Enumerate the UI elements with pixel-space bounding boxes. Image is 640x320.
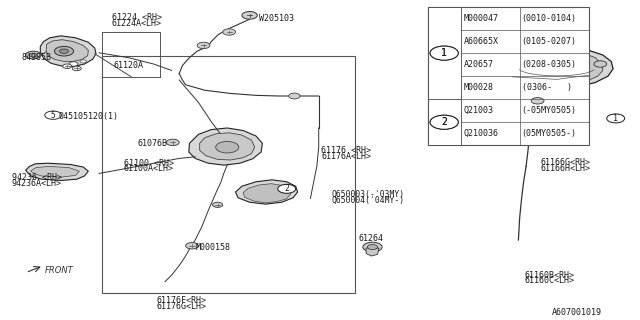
Text: 1: 1 [613,114,618,123]
Text: 61076B: 61076B [138,139,168,148]
Polygon shape [189,128,262,165]
Bar [428,7,589,145]
Circle shape [72,66,81,71]
Text: (0105-0207): (0105-0207) [522,37,577,46]
Circle shape [212,202,223,207]
Text: 61176G<LH>: 61176G<LH> [157,302,207,311]
Circle shape [54,46,74,56]
Text: 61100A<LH>: 61100A<LH> [124,164,173,173]
Bar [102,56,355,293]
Circle shape [186,243,198,249]
Circle shape [430,115,458,129]
Text: 5: 5 [51,111,56,120]
Circle shape [430,46,458,60]
Circle shape [60,49,68,53]
Text: Q21003: Q21003 [463,106,493,115]
Text: 84985B: 84985B [22,53,52,62]
Polygon shape [46,40,88,61]
Text: 2: 2 [441,117,447,127]
Text: Q650003(-'03MY): Q650003(-'03MY) [332,190,404,199]
Text: 2: 2 [441,117,447,127]
Polygon shape [366,248,379,256]
Text: (0306-   ): (0306- ) [522,83,572,92]
Text: 61166H<LH>: 61166H<LH> [541,164,591,173]
Circle shape [216,141,239,153]
Circle shape [367,244,378,250]
Text: (0208-0305): (0208-0305) [522,60,577,69]
Circle shape [45,111,61,119]
Text: Q650004('04MY-): Q650004('04MY-) [332,196,404,205]
Text: 61160B<RH>: 61160B<RH> [525,271,575,280]
Circle shape [26,51,41,59]
Text: FRONT: FRONT [45,266,74,275]
Text: M000047: M000047 [463,14,499,23]
Text: 61224A<LH>: 61224A<LH> [112,19,162,28]
Circle shape [69,62,78,66]
Text: Q210036: Q210036 [463,129,499,138]
Circle shape [430,115,458,129]
Circle shape [29,53,37,57]
Text: (0010-0104): (0010-0104) [522,14,577,23]
Circle shape [223,29,236,35]
Text: (05MY0505-): (05MY0505-) [522,129,577,138]
Polygon shape [26,163,88,180]
Text: 61166G<RH>: 61166G<RH> [541,158,591,167]
Circle shape [166,139,179,146]
Text: A20657: A20657 [463,60,493,69]
Text: 94236A<LH>: 94236A<LH> [12,180,61,188]
Text: A607001019: A607001019 [552,308,602,317]
Circle shape [607,114,625,123]
Text: 61160C<LH>: 61160C<LH> [525,276,575,285]
Circle shape [197,42,210,49]
Text: 61224 <RH>: 61224 <RH> [112,13,162,22]
Bar [428,100,461,145]
Text: 61120A: 61120A [114,61,144,70]
Polygon shape [200,133,255,160]
Text: 1: 1 [441,48,447,58]
Circle shape [80,60,86,63]
Text: A60665X: A60665X [463,37,499,46]
Text: 61264: 61264 [358,234,383,243]
Text: 1: 1 [441,48,447,58]
Text: 61100 <RH>: 61100 <RH> [124,159,173,168]
Text: M00028: M00028 [463,83,493,92]
Text: 045105120(1): 045105120(1) [59,112,119,121]
Polygon shape [479,45,613,90]
Circle shape [430,46,458,60]
Circle shape [278,184,296,193]
Text: W205103: W205103 [259,14,294,23]
Text: 94236 <RH>: 94236 <RH> [12,173,61,182]
Bar [428,8,461,99]
Polygon shape [31,166,79,177]
Text: 61176 <RH>: 61176 <RH> [321,146,371,155]
Text: 61176A<LH>: 61176A<LH> [321,152,371,161]
Polygon shape [40,36,96,67]
Circle shape [63,64,72,68]
Circle shape [289,93,300,99]
Polygon shape [488,49,603,87]
Text: M000158: M000158 [195,243,230,252]
Circle shape [363,242,382,252]
Polygon shape [243,184,291,203]
Text: (-05MY0505): (-05MY0505) [522,106,577,115]
Polygon shape [236,180,298,204]
Text: 2: 2 [284,184,289,193]
Circle shape [594,61,607,67]
Circle shape [242,12,257,19]
Circle shape [531,98,544,104]
Text: 61176F<RH>: 61176F<RH> [157,296,207,305]
